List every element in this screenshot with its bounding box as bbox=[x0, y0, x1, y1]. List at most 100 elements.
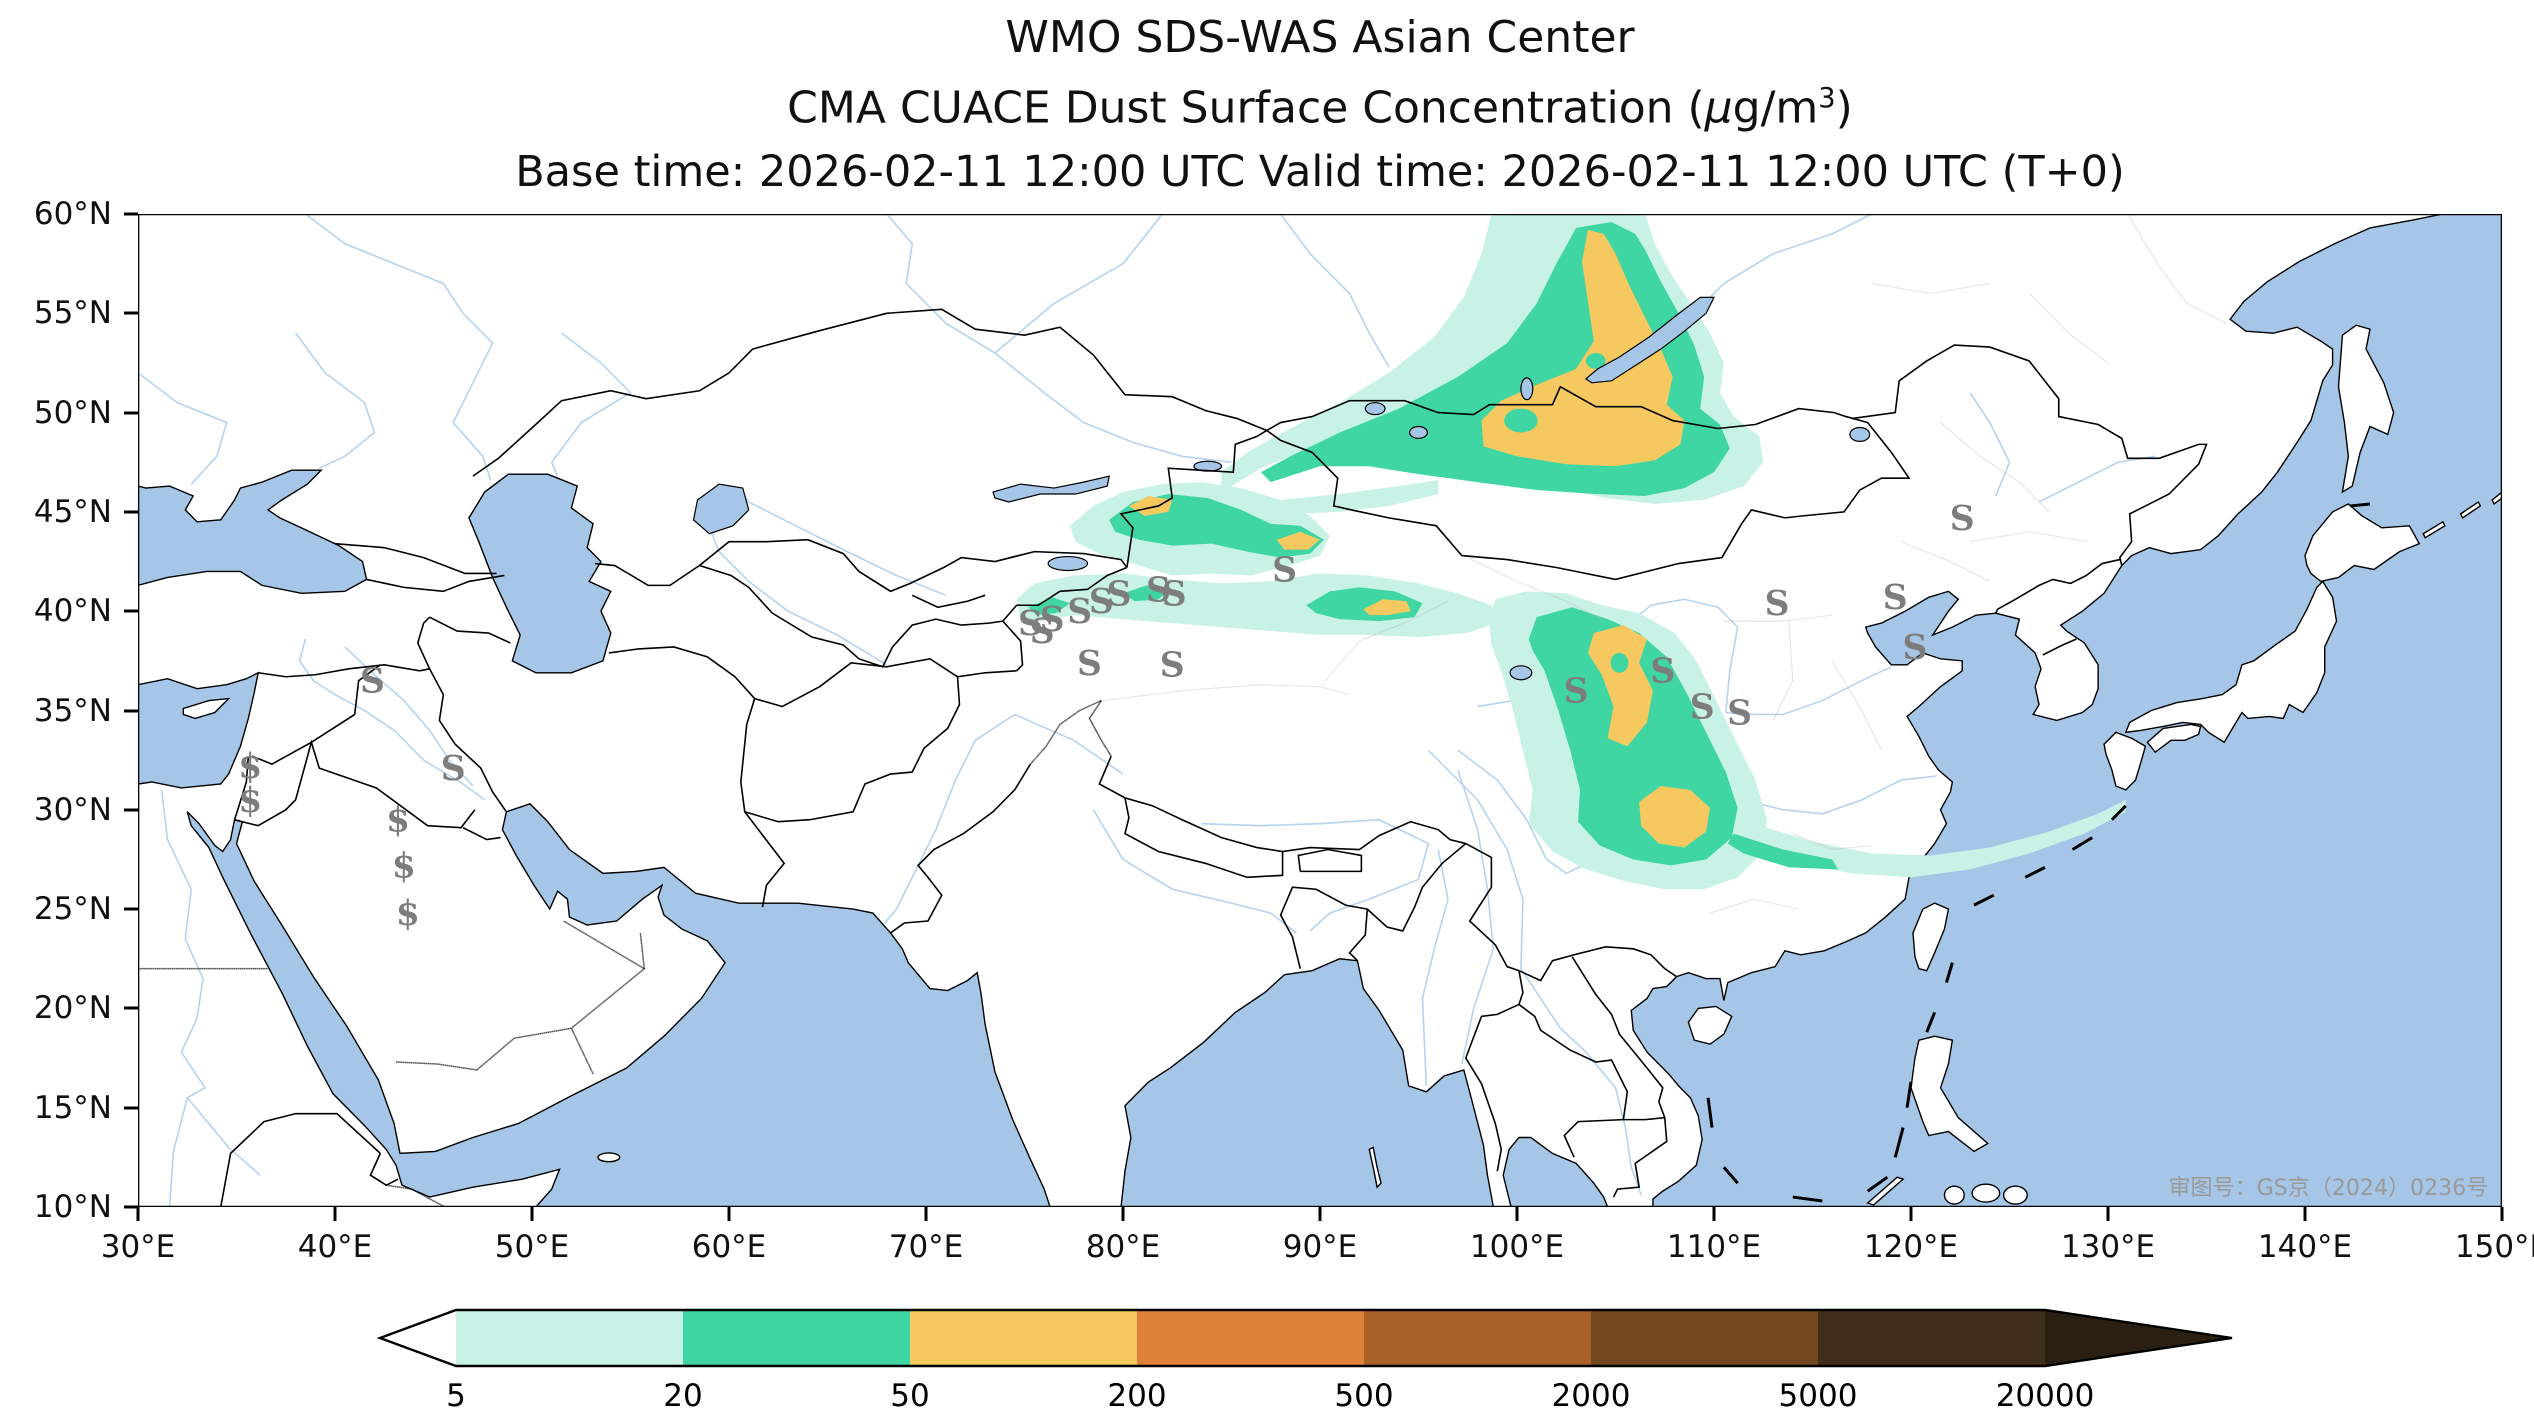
lake-uvs bbox=[1365, 403, 1385, 415]
map-approval-number: 审图号：GS京（2024）0236号 bbox=[2168, 1175, 2488, 1201]
y-axis-tick bbox=[124, 311, 138, 315]
dust-station-symbol: $ bbox=[386, 801, 410, 841]
colorbar-cell bbox=[456, 1310, 683, 1366]
y-axis-tick-label: 30°N bbox=[33, 791, 112, 828]
colorbar-right-arrow bbox=[2045, 1310, 2232, 1366]
x-axis-tick bbox=[1121, 1207, 1125, 1221]
aral-sea bbox=[694, 484, 749, 534]
dust-station-symbol: S bbox=[1765, 584, 1790, 624]
dust-station-symbol: S bbox=[1727, 693, 1752, 733]
dust-station-symbol: S bbox=[1272, 550, 1297, 590]
gulf-of-thailand bbox=[1503, 1137, 1607, 1207]
x-axis-tick bbox=[333, 1207, 337, 1221]
y-axis-tick-label: 50°N bbox=[33, 394, 112, 431]
dust-station-symbol: S bbox=[1902, 628, 1927, 668]
dust-station-symbol: $ bbox=[238, 781, 262, 821]
x-axis-tick bbox=[1318, 1207, 1322, 1221]
x-axis-tick-label: 110°E bbox=[1666, 1229, 1762, 1265]
lake-khyargas bbox=[1410, 427, 1428, 439]
figure-subtitle: CMA CUACE Dust Surface Concentration (μg… bbox=[138, 68, 2502, 140]
bay-of-bengal bbox=[1121, 959, 1493, 1207]
y-axis-tick-label: 55°N bbox=[33, 295, 112, 332]
y-axis-tick-label: 60°N bbox=[33, 196, 112, 232]
dust-station-symbol: S bbox=[1160, 646, 1185, 686]
y-axis-tick-label: 45°N bbox=[33, 493, 112, 530]
x-axis-tick-label: 80°E bbox=[1085, 1229, 1161, 1265]
x-axis-tick-label: 70°E bbox=[888, 1229, 964, 1265]
colorbar-cell bbox=[1591, 1310, 1818, 1366]
kyushu bbox=[2104, 732, 2145, 790]
x-axis-tick bbox=[1515, 1207, 1519, 1221]
sakhalin bbox=[2338, 325, 2393, 492]
colorbar-tick-label: 5 bbox=[446, 1378, 466, 1414]
colorbar-tick-label: 500 bbox=[1334, 1378, 1393, 1414]
y-axis-tick bbox=[124, 510, 138, 514]
colorbar-tick-label: 20000 bbox=[1996, 1378, 2095, 1414]
longitude-axis: 30°E 40°E 50°E 60°E 70°E 80°E 90°E 100°E 110°E 12… bbox=[101, 1207, 2534, 1277]
y-axis-tick bbox=[124, 808, 138, 812]
dust-station-symbol: S bbox=[1883, 578, 1908, 618]
mediterranean-sea bbox=[138, 673, 258, 788]
dust-station-symbol: S bbox=[1950, 499, 1975, 539]
dust-station-symbol: S bbox=[1018, 604, 1043, 644]
figure-time-line: Base time: 2026-02-11 12:00 UTC Valid ti… bbox=[515, 146, 2125, 197]
kuril-3 bbox=[2492, 492, 2502, 504]
luzon bbox=[1911, 1036, 1988, 1151]
ocean-layer bbox=[138, 214, 2502, 1207]
subtitle-text: CMA CUACE Dust Surface Concentration ( bbox=[787, 82, 1705, 134]
hainan bbox=[1688, 1006, 1731, 1044]
dust-station-symbol: S bbox=[1089, 582, 1114, 622]
colorbar-cell bbox=[1137, 1310, 1364, 1366]
dust-station-symbol: S bbox=[360, 662, 385, 702]
y-axis-tick bbox=[124, 609, 138, 613]
dust-station-symbol: S bbox=[1690, 687, 1715, 727]
lake-issyk-kul bbox=[1048, 557, 1087, 571]
y-axis-tick bbox=[124, 709, 138, 712]
kuril-2 bbox=[2461, 502, 2481, 518]
dust-station-symbol: S bbox=[1564, 671, 1589, 711]
x-axis-tick-label: 50°E bbox=[494, 1229, 570, 1265]
x-axis-tick-label: 130°E bbox=[2060, 1229, 2156, 1265]
caspian-sea bbox=[469, 474, 611, 673]
x-axis-tick-label: 150°E bbox=[2454, 1229, 2534, 1265]
colorbar-left-arrow bbox=[380, 1310, 456, 1366]
dust-station-symbol: S bbox=[1040, 600, 1065, 640]
honshu bbox=[2126, 581, 2337, 742]
andaman-islands bbox=[1369, 1147, 1381, 1187]
dust-station-symbol: $ bbox=[392, 846, 416, 886]
colorbar-cell bbox=[1364, 1310, 1591, 1366]
visayas-3 bbox=[2004, 1186, 2028, 1204]
kuril-1 bbox=[2423, 522, 2445, 538]
y-axis-tick bbox=[124, 1106, 138, 1110]
dashed-sea-boundary bbox=[1708, 504, 2370, 1201]
dust-station-symbol: S bbox=[1067, 592, 1092, 632]
colorbar-tick-label: 5000 bbox=[1779, 1378, 1858, 1414]
x-axis-tick bbox=[136, 1207, 140, 1221]
hokkaido bbox=[2305, 504, 2419, 581]
y-axis-tick bbox=[124, 411, 138, 415]
y-axis-tick bbox=[124, 1205, 138, 1209]
figure-header: WMO SDS-WAS Asian Center CMA CUACE Dust … bbox=[138, 8, 2502, 204]
cyprus bbox=[183, 699, 228, 719]
lake-khovsgol bbox=[1521, 378, 1533, 400]
x-axis-tick-label: 90°E bbox=[1282, 1229, 1358, 1265]
dust-station-symbol: S bbox=[1107, 574, 1132, 614]
unit-exponent: 3 bbox=[1818, 83, 1836, 114]
colorbar-outline bbox=[376, 1308, 2233, 1368]
colorbar-tick-label: 200 bbox=[1107, 1378, 1166, 1414]
lake-baikal bbox=[1586, 297, 1714, 382]
dust-station-symbol: $ bbox=[396, 894, 420, 934]
visayas-1 bbox=[1944, 1186, 1964, 1204]
y-axis-tick bbox=[124, 907, 138, 911]
x-axis-tick bbox=[2500, 1207, 2504, 1221]
socotra bbox=[598, 1153, 620, 1162]
y-axis-tick-label: 10°N bbox=[33, 1189, 112, 1225]
visayas-2 bbox=[1972, 1184, 2000, 1202]
x-axis-tick bbox=[727, 1207, 731, 1221]
lake-hulun bbox=[1850, 427, 1870, 441]
country-borders-layer bbox=[138, 309, 2207, 1207]
mu-symbol: μ bbox=[1704, 82, 1733, 134]
lake-qinghai bbox=[1510, 666, 1532, 680]
y-axis-tick-label: 35°N bbox=[33, 692, 112, 729]
